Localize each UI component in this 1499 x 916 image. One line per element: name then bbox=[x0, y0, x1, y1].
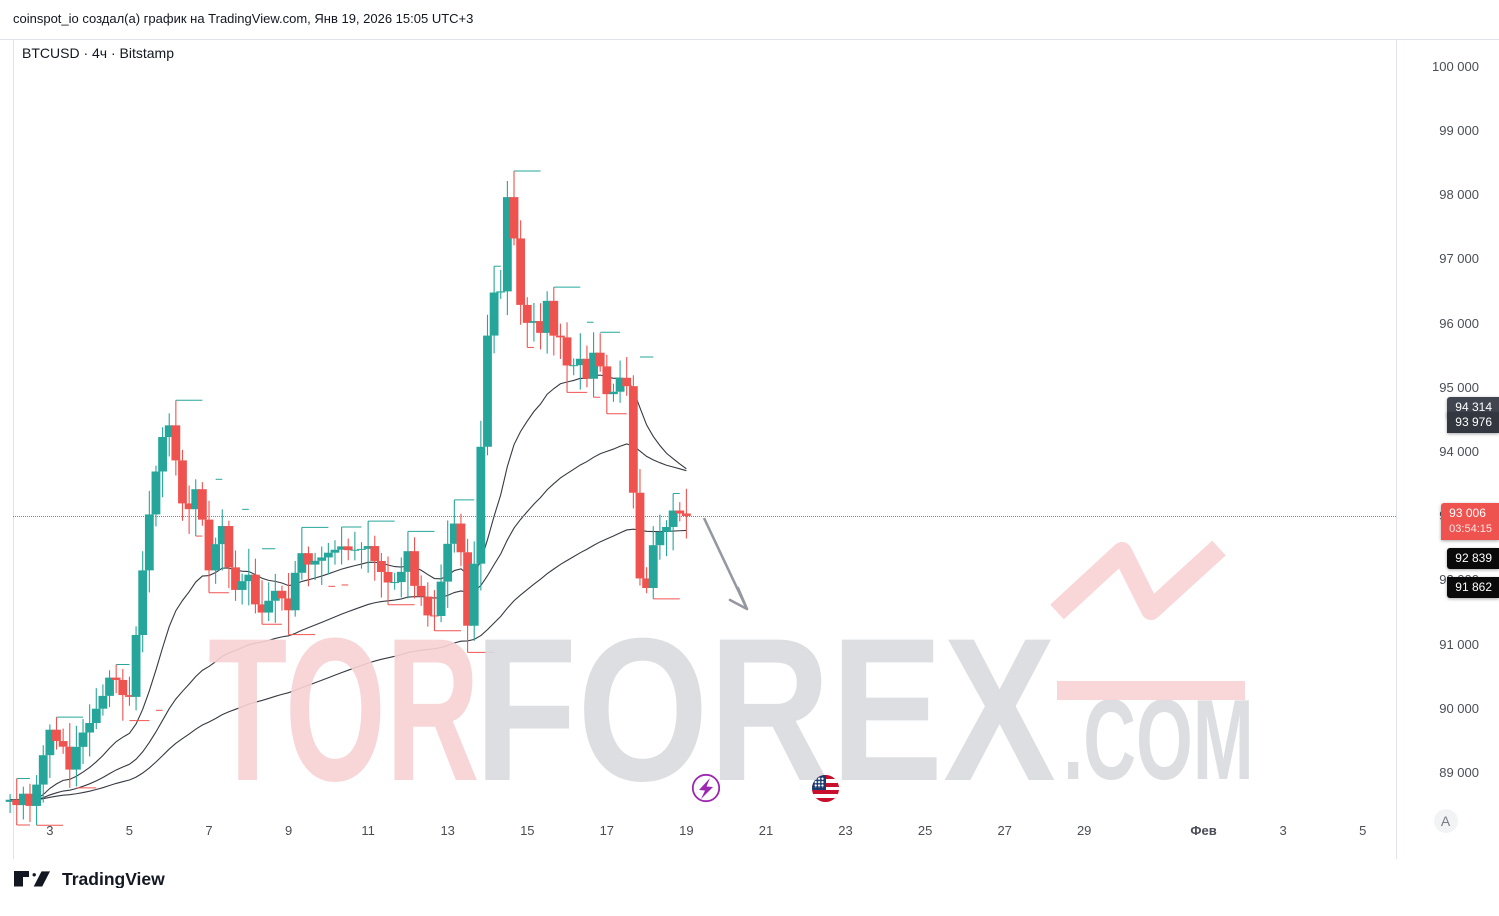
svg-text:TradingView: TradingView bbox=[62, 869, 165, 888]
